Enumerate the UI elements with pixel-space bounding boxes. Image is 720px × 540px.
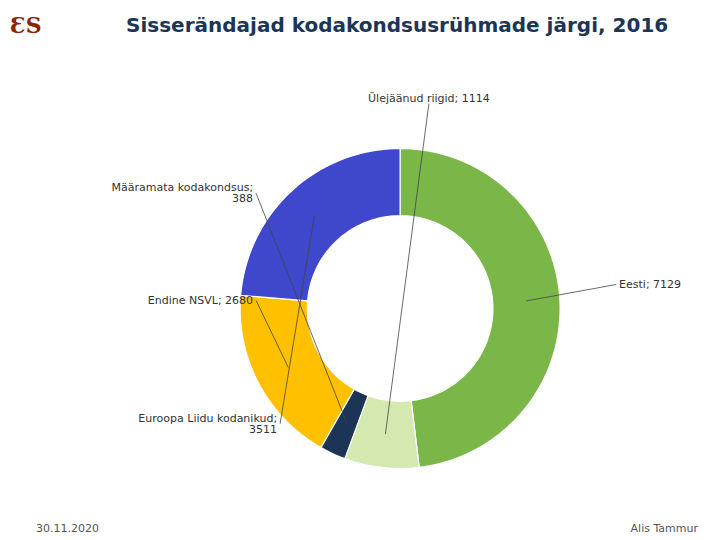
html-text:30.11.2020: 30.11.2020 bbox=[36, 521, 99, 535]
svg-text:Endine NSVL; 2680: Endine NSVL; 2680 bbox=[148, 294, 253, 307]
html-text:Alis Tammur: Alis Tammur bbox=[630, 521, 698, 535]
svg-text:Määramata kodakondsus;388: Määramata kodakondsus;388 bbox=[112, 181, 253, 205]
svg-text:Euroopa Liidu kodanikud;3511: Euroopa Liidu kodanikud;3511 bbox=[138, 412, 277, 436]
svg-text:Ülejäänud riigid; 1114: Ülejäänud riigid; 1114 bbox=[368, 92, 490, 105]
svg-text:Eesti; 7129: Eesti; 7129 bbox=[619, 278, 681, 291]
html-text:Sisserändajad kodakondsusrühma: Sisserändajad kodakondsusrühmade järgi, … bbox=[126, 13, 669, 37]
html-text:ƐS: ƐS bbox=[10, 12, 42, 38]
